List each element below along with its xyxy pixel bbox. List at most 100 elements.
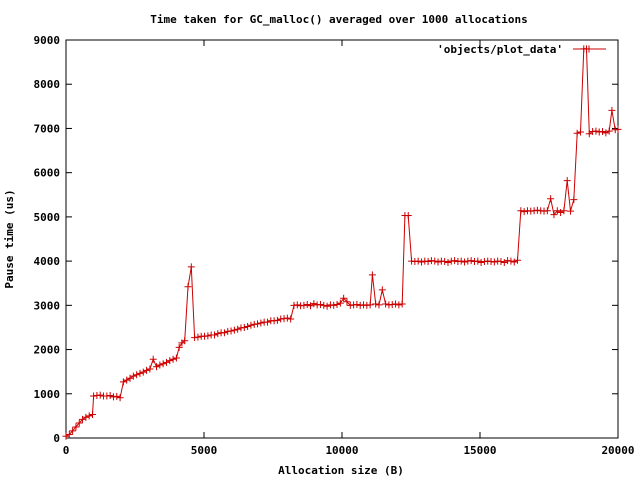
plot-area: 0 1000 2000 3000 4000 5000 6000 7000 8000 9000 0 5… — [34, 34, 635, 457]
data-point — [119, 378, 127, 386]
data-point — [129, 372, 137, 380]
data-point — [366, 301, 374, 309]
data-point — [106, 392, 114, 400]
data-point — [310, 300, 318, 308]
data-point — [510, 258, 518, 266]
data-point — [194, 333, 202, 341]
data-point — [123, 376, 131, 384]
data-point — [333, 300, 341, 308]
plot-frame — [65, 39, 619, 439]
data-point — [520, 208, 528, 216]
data-point — [602, 129, 610, 137]
data-point — [75, 419, 83, 427]
data-point — [557, 208, 565, 216]
data-point — [69, 427, 77, 435]
data-point — [543, 207, 551, 215]
data-point — [414, 257, 422, 265]
data-point — [550, 211, 558, 219]
data-point — [395, 301, 403, 309]
data-point — [398, 300, 406, 308]
x-tick-label: 5000 — [191, 444, 218, 457]
data-point — [563, 177, 571, 185]
data-point — [88, 411, 96, 419]
data-point — [139, 368, 147, 376]
data-point — [149, 355, 157, 363]
y-axis-label: Pause time (us) — [3, 189, 16, 288]
data-point — [65, 430, 73, 438]
data-point — [576, 128, 584, 136]
data-point — [300, 301, 308, 309]
data-point — [116, 394, 124, 402]
x-axis-ticks: 0 5000 10000 15000 20000 — [63, 40, 635, 457]
data-point — [560, 207, 568, 215]
y-tick-label: 2000 — [34, 344, 61, 357]
data-point — [434, 258, 442, 266]
data-point — [293, 301, 301, 309]
data-point — [417, 258, 425, 266]
data-point — [474, 257, 482, 265]
data-point — [227, 327, 235, 335]
chart-title: Time taken for GC_malloc() averaged over… — [150, 13, 528, 26]
data-point — [573, 129, 581, 137]
data-point — [82, 413, 90, 421]
x-tick-label: 15000 — [463, 444, 496, 457]
data-point — [187, 263, 195, 271]
data-point — [451, 257, 459, 265]
y-tick-label: 0 — [53, 432, 60, 445]
data-point — [441, 258, 449, 266]
data-point — [303, 300, 311, 308]
data-point — [614, 125, 622, 133]
data-point — [143, 366, 151, 374]
data-point — [175, 343, 183, 351]
data-point — [85, 412, 93, 420]
data-point — [96, 391, 104, 399]
data-point — [184, 283, 192, 291]
data-point — [320, 301, 328, 309]
legend-label: 'objects/plot_data' — [437, 43, 563, 56]
data-point — [392, 300, 400, 308]
data-point — [113, 392, 121, 400]
data-point — [431, 257, 439, 265]
data-point — [553, 207, 561, 215]
data-point — [181, 337, 189, 345]
data-point — [247, 321, 255, 329]
data-point — [172, 354, 180, 362]
data-point — [343, 298, 351, 306]
x-tick-label: 0 — [63, 444, 70, 457]
y-tick-label: 7000 — [34, 122, 61, 135]
data-point — [323, 302, 331, 310]
legend: 'objects/plot_data' — [437, 43, 606, 56]
data-point — [368, 271, 376, 279]
data-point — [457, 257, 465, 265]
data-point — [254, 320, 262, 328]
data-point — [514, 256, 522, 264]
data-point — [500, 258, 508, 266]
data-point — [336, 299, 344, 307]
data-point — [375, 301, 383, 309]
data-point — [490, 258, 498, 266]
y-tick-label: 3000 — [34, 299, 61, 312]
data-point — [156, 361, 164, 369]
x-tick-label: 20000 — [601, 444, 634, 457]
data-point — [72, 423, 80, 431]
data-point — [159, 360, 167, 368]
y-tick-label: 4000 — [34, 255, 61, 268]
data-point — [378, 286, 386, 294]
data-point — [62, 432, 70, 440]
data-point — [567, 207, 575, 215]
data-point — [244, 323, 252, 331]
data-point — [230, 326, 238, 334]
data-point — [204, 332, 212, 340]
data-point — [214, 330, 222, 338]
series-line — [65, 48, 619, 437]
data-point — [477, 258, 485, 266]
data-point — [497, 258, 505, 266]
y-axis-ticks: 0 1000 2000 3000 4000 5000 6000 7000 8000 9000 — [34, 34, 618, 445]
data-point — [162, 358, 170, 366]
data-point — [316, 300, 324, 308]
data-point — [547, 195, 555, 203]
y-tick-label: 8000 — [34, 78, 61, 91]
y-tick-label: 9000 — [34, 34, 61, 47]
data-point — [382, 300, 390, 308]
